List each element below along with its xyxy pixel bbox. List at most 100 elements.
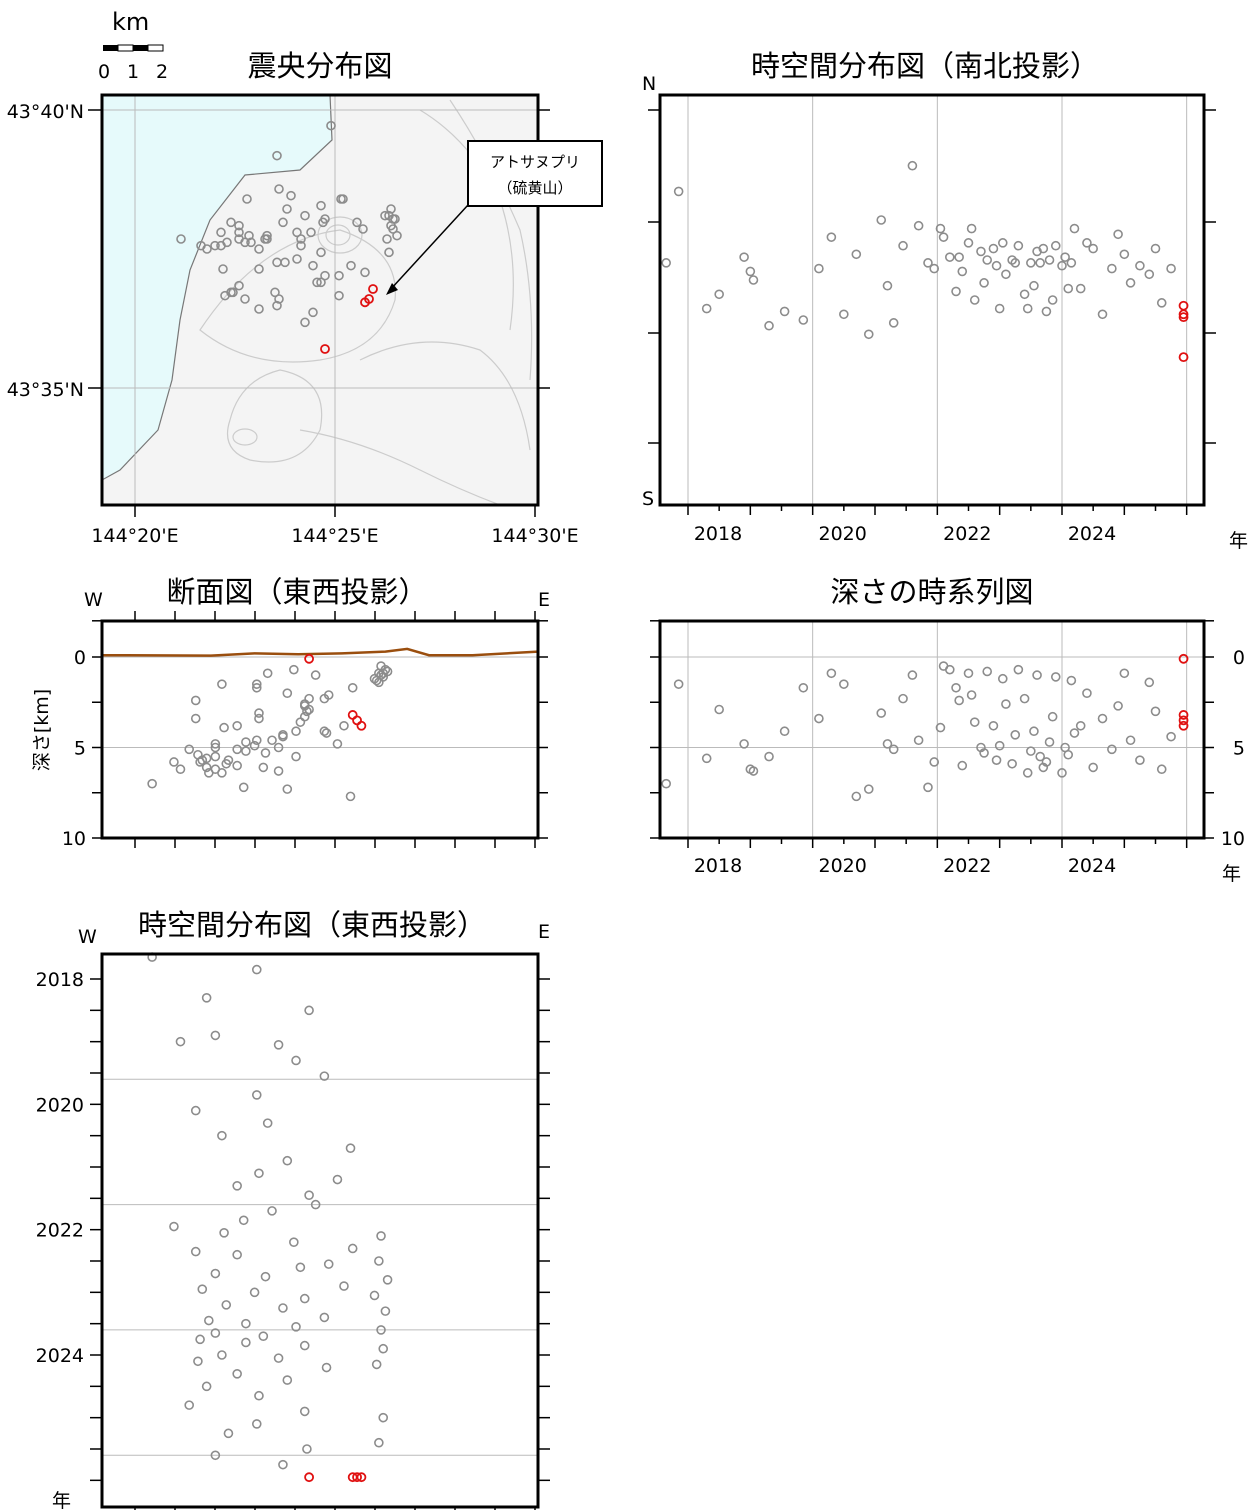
depth-ts-event-point	[798, 682, 809, 693]
ns-event-point	[1047, 295, 1058, 305]
section-event-point	[238, 782, 249, 793]
section-event-point	[273, 766, 284, 776]
map-event-point	[262, 230, 272, 241]
depth-ts-event-point	[739, 739, 749, 749]
ew-event-point	[175, 1036, 186, 1047]
section-event-point	[321, 728, 332, 738]
depth-ts-event-point	[661, 778, 671, 789]
section-event-point	[249, 740, 260, 751]
map-event-point	[292, 254, 302, 264]
section-event-point	[190, 713, 201, 724]
ns-year-label: 2024	[1068, 523, 1116, 545]
ns-event-point	[876, 215, 887, 225]
lon-label-1: 144°20'E	[91, 525, 178, 547]
ns-event-point	[826, 232, 837, 242]
map-event-point	[326, 120, 336, 131]
map-event-point	[380, 210, 390, 221]
map-event-point	[210, 240, 220, 251]
ew-event-point	[278, 1303, 288, 1313]
scale-bar: km 0 1 2	[98, 8, 168, 83]
map-event-point	[388, 224, 398, 234]
section-event-point	[347, 682, 358, 693]
depth-ts-event-point	[1150, 706, 1161, 717]
depth-ts-depth-label: 5	[1233, 738, 1245, 760]
ew-event-point	[376, 1325, 386, 1335]
section-depth-label: 5	[74, 738, 86, 760]
ew-event-point	[282, 1155, 293, 1166]
ns-s-label: S	[642, 488, 654, 510]
map-event-point	[312, 277, 322, 288]
depth-ts-event-point	[1041, 757, 1052, 767]
depth-ts-event-point	[1029, 726, 1039, 737]
ns-event-point	[907, 160, 918, 171]
ew-event-point	[319, 1071, 330, 1081]
ns-event-point	[1063, 283, 1074, 294]
map-event-point	[384, 247, 394, 258]
ew-year-label: 2022	[36, 1220, 84, 1242]
surface-profile	[101, 647, 539, 657]
depth-ts-event-point	[963, 668, 974, 679]
depth-ts-event-point	[1125, 735, 1136, 746]
ns-event-point	[863, 329, 874, 340]
ns-event-point	[1125, 278, 1136, 288]
map-recent-event-point	[368, 284, 378, 294]
ew-event-point	[345, 1143, 356, 1153]
lat-label-2: 43°35'N	[7, 379, 84, 401]
ns-event-point	[1044, 255, 1055, 265]
map-event-point	[292, 227, 302, 238]
map-event-point	[274, 294, 284, 304]
ew-title: 時空間分布図（東西投影）	[138, 908, 486, 942]
depth-ts-event-point	[1119, 668, 1130, 679]
map-event-point	[316, 200, 326, 211]
ew-event-point	[339, 1281, 349, 1291]
map-event-point	[240, 237, 250, 248]
depth-ts-event-point	[951, 682, 961, 693]
section-event-point	[374, 677, 384, 688]
ew-event-point	[210, 1030, 221, 1041]
depth-ts-event-point	[814, 713, 824, 724]
ew-event-point	[219, 1228, 229, 1238]
map-event-point	[358, 224, 368, 234]
depth-ts-event-point	[863, 784, 874, 794]
ew-event-point	[238, 1215, 249, 1226]
ns-event-point	[714, 289, 724, 300]
map-event-point	[346, 260, 356, 271]
depth-ts-year-label: 2022	[943, 855, 991, 877]
ew-event-point	[376, 1231, 386, 1241]
section-event-point	[378, 668, 389, 679]
ew-event-point	[378, 1343, 389, 1354]
ew-w-label: W	[78, 926, 97, 948]
depth-ts-event-point	[1007, 758, 1017, 769]
ns-event-point	[1013, 240, 1024, 251]
map-event-point	[308, 307, 318, 318]
section-event-point	[295, 717, 306, 727]
map-event-point	[234, 227, 244, 238]
depth-ts-event-point	[935, 722, 946, 733]
ns-year-label: 2018	[694, 523, 742, 545]
section-depth-label: 10	[62, 828, 86, 850]
ew-event-point	[374, 1437, 384, 1448]
map-event-point	[254, 264, 264, 274]
ns-event-point	[969, 295, 980, 305]
section-event-point	[291, 726, 301, 737]
section-event-point	[371, 675, 382, 686]
depth-ts-event-point	[1010, 730, 1021, 740]
map-recent-event-point	[364, 294, 374, 304]
ew-event-point	[197, 1284, 208, 1294]
ns-title: 時空間分布図（南北投影）	[751, 49, 1099, 83]
cross-section-plot: 断面図（東西投影） W E 深さ[km] 0 5 10	[31, 575, 550, 850]
depth-ts-event-point	[954, 695, 964, 706]
depth-ts-event-point	[923, 782, 933, 793]
map-frame	[100, 93, 540, 507]
depth-ts-event-point	[748, 766, 759, 776]
ew-event-point	[254, 1390, 264, 1401]
ns-event-point	[701, 303, 712, 314]
ns-event-point	[745, 266, 756, 277]
depth-ts-event-point	[907, 670, 918, 680]
ns-event-point	[851, 249, 862, 260]
section-event-point	[251, 735, 262, 746]
section-event-point	[289, 664, 299, 675]
map-event-point	[270, 287, 280, 298]
depth-ts-depth-label: 10	[1221, 828, 1245, 850]
depth-ts-event-point	[714, 704, 724, 715]
